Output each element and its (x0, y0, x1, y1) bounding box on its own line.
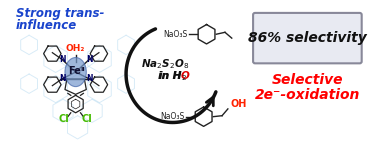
Text: 86% selectivity: 86% selectivity (248, 31, 367, 45)
FancyBboxPatch shape (253, 13, 362, 63)
Text: N: N (86, 55, 93, 64)
Text: N: N (86, 74, 93, 83)
Text: OH: OH (231, 99, 247, 109)
Text: NaO₃S: NaO₃S (163, 30, 187, 39)
Text: Cl: Cl (82, 114, 93, 124)
Text: N: N (59, 55, 65, 64)
Text: in H$_2$: in H$_2$ (158, 69, 187, 83)
Ellipse shape (65, 58, 86, 87)
Text: N: N (59, 74, 65, 83)
Text: Strong trans-: Strong trans- (15, 7, 104, 20)
Text: Selective: Selective (272, 73, 343, 87)
Text: OH₂: OH₂ (66, 44, 85, 53)
Text: in H: in H (158, 71, 181, 81)
Text: NaO₃S: NaO₃S (160, 112, 184, 121)
Text: Fe: Fe (68, 66, 81, 76)
Text: influence: influence (15, 19, 77, 32)
Text: Na$_2$S$_2$O$_8$: Na$_2$S$_2$O$_8$ (141, 57, 189, 71)
Text: II: II (80, 67, 85, 72)
Text: 2e⁻-oxidation: 2e⁻-oxidation (255, 88, 360, 102)
Text: Cl: Cl (59, 114, 70, 124)
Text: O: O (180, 71, 189, 81)
